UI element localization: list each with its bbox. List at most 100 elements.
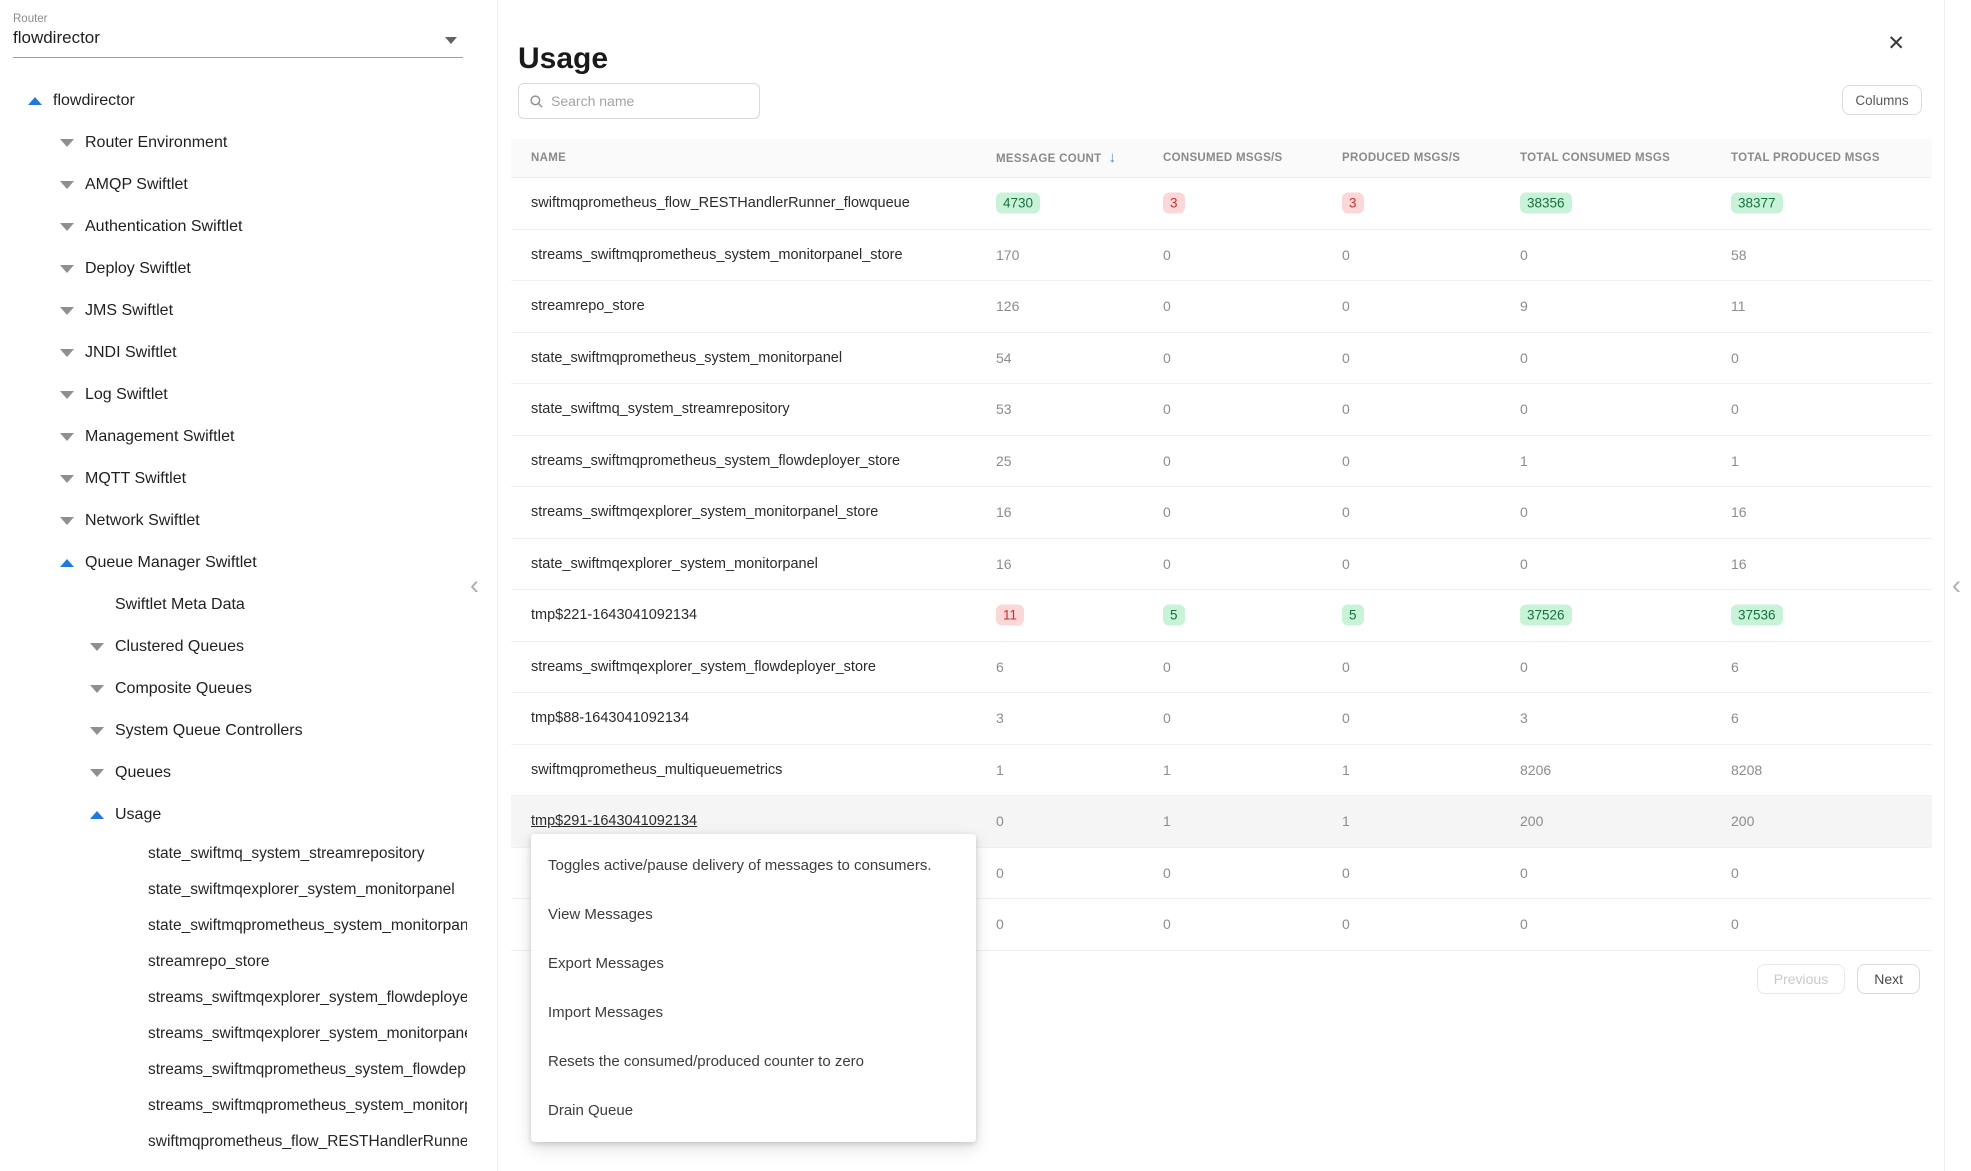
table-row-streams-swiftmqprometheus-system-flowdep[interactable]: streams_swiftmqprometheus_system_flowdep… [511,436,1932,487]
tree-item-swiftlet-meta-data[interactable]: Swiftlet Meta Data [0,584,467,626]
tree-item-queue-manager-swiftlet[interactable]: Queue Manager Swiftlet [0,542,467,584]
tree-item-log-swiftlet[interactable]: Log Swiftlet [0,374,467,416]
queue-name[interactable]: state_swiftmq_system_streamrepository [531,401,790,418]
tree-item-router-environment[interactable]: Router Environment [0,122,467,164]
router-select[interactable]: Router flowdirector [13,13,463,58]
sort-descending-icon[interactable]: ↓ [1108,149,1117,166]
tree-item-queues[interactable]: Queues [0,752,467,794]
chevron-down-icon[interactable] [59,475,75,483]
table-row-state-swiftmqexplorer-system-monitorpane[interactable]: state_swiftmqexplorer_system_monitorpane… [511,539,1932,590]
tree-item-mqtt-swiftlet[interactable]: MQTT Swiftlet [0,458,467,500]
tree-item-streams-swiftmqexplorer-system-flowdeplo[interactable]: streams_swiftmqexplorer_system_flowdeplo… [0,980,467,1016]
tree-item-flowdirector[interactable]: flowdirector [0,80,467,122]
tree-item-usage[interactable]: Usage [0,794,467,836]
menu-item-export-messages[interactable]: Export Messages [548,955,664,972]
table-row-state-swiftmqprometheus-system-monitorpa[interactable]: state_swiftmqprometheus_system_monitorpa… [511,333,1932,384]
column-header-name[interactable]: NAME [531,152,567,164]
search-box[interactable] [518,83,760,119]
queue-name[interactable]: tmp$88-1643041092134 [531,710,690,727]
chevron-up-icon[interactable] [59,559,75,567]
chevron-down-icon[interactable] [59,433,75,441]
queue-name[interactable]: streams_swiftmqexplorer_system_flowdeplo… [531,658,876,675]
tree-item-deploy-swiftlet[interactable]: Deploy Swiftlet [0,248,467,290]
queue-name[interactable]: tmp$221-1643041092134 [531,607,698,624]
tree-item-jndi-swiftlet[interactable]: JNDI Swiftlet [0,332,467,374]
queue-name[interactable]: tmp$291-1643041092134 [531,813,698,830]
tree-item-network-swiftlet[interactable]: Network Swiftlet [0,500,467,542]
chevron-up-icon[interactable] [89,811,105,819]
queue-name[interactable]: streams_swiftmqprometheus_system_flowdep… [531,452,901,469]
table-row-swiftmqprometheus-flow-resthandlerrunner[interactable]: swiftmqprometheus_flow_RESTHandlerRunner… [511,178,1932,230]
table-row-streams-swiftmqexplorer-system-flowdeplo[interactable]: streams_swiftmqexplorer_system_flowdeplo… [511,642,1932,693]
column-header-message-count[interactable]: MESSAGE COUNT ↓ [996,149,1117,166]
menu-item-import-messages[interactable]: Import Messages [548,1004,664,1021]
next-button[interactable]: Next [1857,964,1920,994]
table-row-state-swiftmq-system-streamrepository[interactable]: state_swiftmq_system_streamrepository 53 0… [511,384,1932,436]
table-row-streams-swiftmqprometheus-system-monitor[interactable]: streams_swiftmqprometheus_system_monitor… [511,230,1932,281]
chevron-down-icon[interactable] [59,265,75,273]
value-badge: 3 [1163,192,1185,214]
tree-item-amqp-swiftlet[interactable]: AMQP Swiftlet [0,164,467,206]
chevron-down-icon[interactable] [59,139,75,147]
chevron-down-icon[interactable] [89,643,105,651]
chevron-down-icon[interactable] [59,223,75,231]
tree-item-streams-swiftmqexplorer-system-monitorpa[interactable]: streams_swiftmqexplorer_system_monitorpa… [0,1016,467,1052]
menu-item-drain-queue[interactable]: Drain Queue [548,1102,634,1119]
queue-name[interactable]: state_swiftmqexplorer_system_monitorpane… [531,555,818,572]
close-icon[interactable]: ✕ [1887,32,1905,55]
columns-button[interactable]: Columns [1842,85,1922,115]
chevron-down-icon[interactable] [59,517,75,525]
tree-item-streams-swiftmqprometheus-system-flowdep[interactable]: streams_swiftmqprometheus_system_flowdep… [0,1052,467,1088]
column-header-total-produced-msgs[interactable]: TOTAL PRODUCED MSGS [1731,152,1880,164]
cell-consumed-msgs-s: 1 [1163,813,1171,830]
tree-item-state-swiftmq-system-streamrepository[interactable]: state_swiftmq_system_streamrepository [0,836,467,872]
router-select-label: Router [13,13,48,25]
tree-item-streams-swiftmqprometheus-system-monitor[interactable]: streams_swiftmqprometheus_system_monitor… [0,1088,467,1124]
cell-total-produced-msgs: 16 [1731,504,1747,521]
column-header-consumed-msgs-s[interactable]: CONSUMED MSGS/S [1163,152,1283,164]
tree-item-swiftmqprometheus-flow-resthandlerrunner[interactable]: swiftmqprometheus_flow_RESTHandlerRunner… [0,1124,467,1160]
cell-total-produced-msgs: 1 [1731,452,1739,469]
table-row-streamrepo-store[interactable]: streamrepo_store 126 0 0 9 11 [511,281,1932,333]
table-row-tmp-221-1643041092134[interactable]: tmp$221-1643041092134 11 5 5 37526 37536 [511,590,1932,642]
tree-item-clustered-queues[interactable]: Clustered Queues [0,626,467,668]
menu-item-view-messages[interactable]: View Messages [548,906,653,923]
table-row-swiftmqprometheus-multiqueuemetrics[interactable]: swiftmqprometheus_multiqueuemetrics 1 1 1 82… [511,745,1932,796]
chevron-up-icon[interactable] [27,97,43,105]
table-row-hidden[interactable]: 0 0 0 0 0 [511,899,1932,951]
column-header-produced-msgs-s[interactable]: PRODUCED MSGS/S [1342,152,1461,164]
tree-item-state-swiftmqexplorer-system-monitorpane[interactable]: state_swiftmqexplorer_system_monitorpane… [0,872,467,908]
tree-item-label: JMS Swiftlet [85,302,174,319]
chevron-down-icon [60,181,74,189]
tree-item-state-swiftmqprometheus-system-monitorpa[interactable]: state_swiftmqprometheus_system_monitorpa… [0,908,467,944]
queue-name[interactable]: swiftmqprometheus_flow_RESTHandlerRunner… [531,195,910,212]
tree-item-composite-queues[interactable]: Composite Queues [0,668,467,710]
table-row-streams-swiftmqexplorer-system-monitorpa[interactable]: streams_swiftmqexplorer_system_monitorpa… [511,487,1932,539]
column-header-total-consumed-msgs[interactable]: TOTAL CONSUMED MSGS [1520,152,1671,164]
tree-item-management-swiftlet[interactable]: Management Swiftlet [0,416,467,458]
queue-name[interactable]: streams_swiftmqexplorer_system_monitorpa… [531,504,879,521]
queue-name[interactable]: streamrepo_store [531,298,645,315]
queue-name[interactable]: streams_swiftmqprometheus_system_monitor… [531,246,903,263]
tree-item-streamrepo-store[interactable]: streamrepo_store [0,944,467,980]
queue-name[interactable]: state_swiftmqprometheus_system_monitorpa… [531,349,843,366]
search-input[interactable] [551,93,759,109]
chevron-down-icon[interactable] [89,769,105,777]
tree-item-system-queue-controllers[interactable]: System Queue Controllers [0,710,467,752]
sidebar-collapse-icon[interactable]: ‹ [470,570,479,600]
chevron-down-icon[interactable] [59,181,75,189]
menu-item-toggles-active-pause-delivery-of-message[interactable]: Toggles active/pause delivery of message… [548,857,932,874]
table-row-tmp-88-1643041092134[interactable]: tmp$88-1643041092134 3 0 0 3 6 [511,693,1932,745]
menu-item-resets-the-consumed-produced-counter-to-[interactable]: Resets the consumed/produced counter to … [548,1053,865,1070]
panel-collapse-icon[interactable]: ‹ [1952,570,1961,600]
table-row-hidden[interactable]: 0 0 0 0 0 [511,848,1932,899]
chevron-down-icon[interactable] [89,727,105,735]
chevron-down-icon[interactable] [59,391,75,399]
chevron-down-icon[interactable] [59,307,75,315]
previous-button[interactable]: Previous [1756,964,1846,994]
chevron-down-icon[interactable] [89,685,105,693]
tree-item-jms-swiftlet[interactable]: JMS Swiftlet [0,290,467,332]
queue-name[interactable]: swiftmqprometheus_multiqueuemetrics [531,761,783,778]
tree-item-authentication-swiftlet[interactable]: Authentication Swiftlet [0,206,467,248]
chevron-down-icon[interactable] [59,349,75,357]
